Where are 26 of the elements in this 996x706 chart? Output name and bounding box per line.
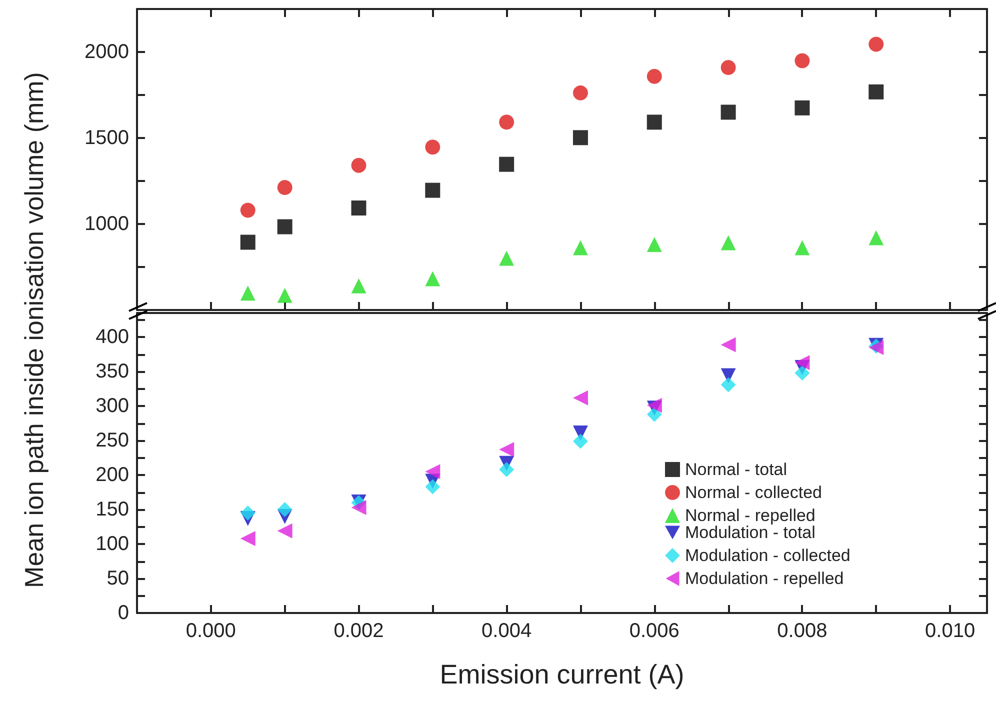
y-tick-label: 250	[96, 430, 129, 452]
legend-label: Modulation - total	[685, 523, 816, 542]
legend-label: Modulation - collected	[685, 546, 850, 565]
x-tick-label: 0.008	[777, 620, 828, 642]
y-tick-label: 150	[96, 498, 129, 521]
x-tick-label: 0.000	[186, 620, 236, 642]
legend-label: Normal - repelled	[685, 506, 816, 525]
y-tick-label: 350	[96, 360, 129, 383]
legend-label: Normal - collected	[685, 483, 822, 502]
x-tick-label: 0.006	[629, 620, 680, 642]
y-tick-label: 0	[118, 602, 129, 624]
y-axis-title: Mean ion path inside ionisation volume (mm)	[19, 72, 49, 588]
y-tick-label: 2000	[84, 41, 129, 63]
y-tick-label: 50	[106, 568, 129, 590]
legend-label: Modulation - repelled	[685, 569, 844, 588]
x-tick-label: 0.002	[334, 620, 384, 642]
y-tick-label: 200	[96, 464, 129, 486]
y-tick-label: 1000	[84, 213, 129, 235]
y-tick-label: 400	[96, 326, 129, 348]
legend-label: Normal - total	[685, 460, 788, 479]
y-tick-label: 1500	[84, 127, 129, 149]
y-tick-label: 300	[96, 395, 129, 418]
y-tick-label: 100	[96, 533, 129, 556]
x-tick-label: 0.010	[925, 620, 976, 642]
x-axis-title: Emission current (A)	[440, 660, 684, 690]
x-tick-label: 0.004	[482, 620, 532, 642]
